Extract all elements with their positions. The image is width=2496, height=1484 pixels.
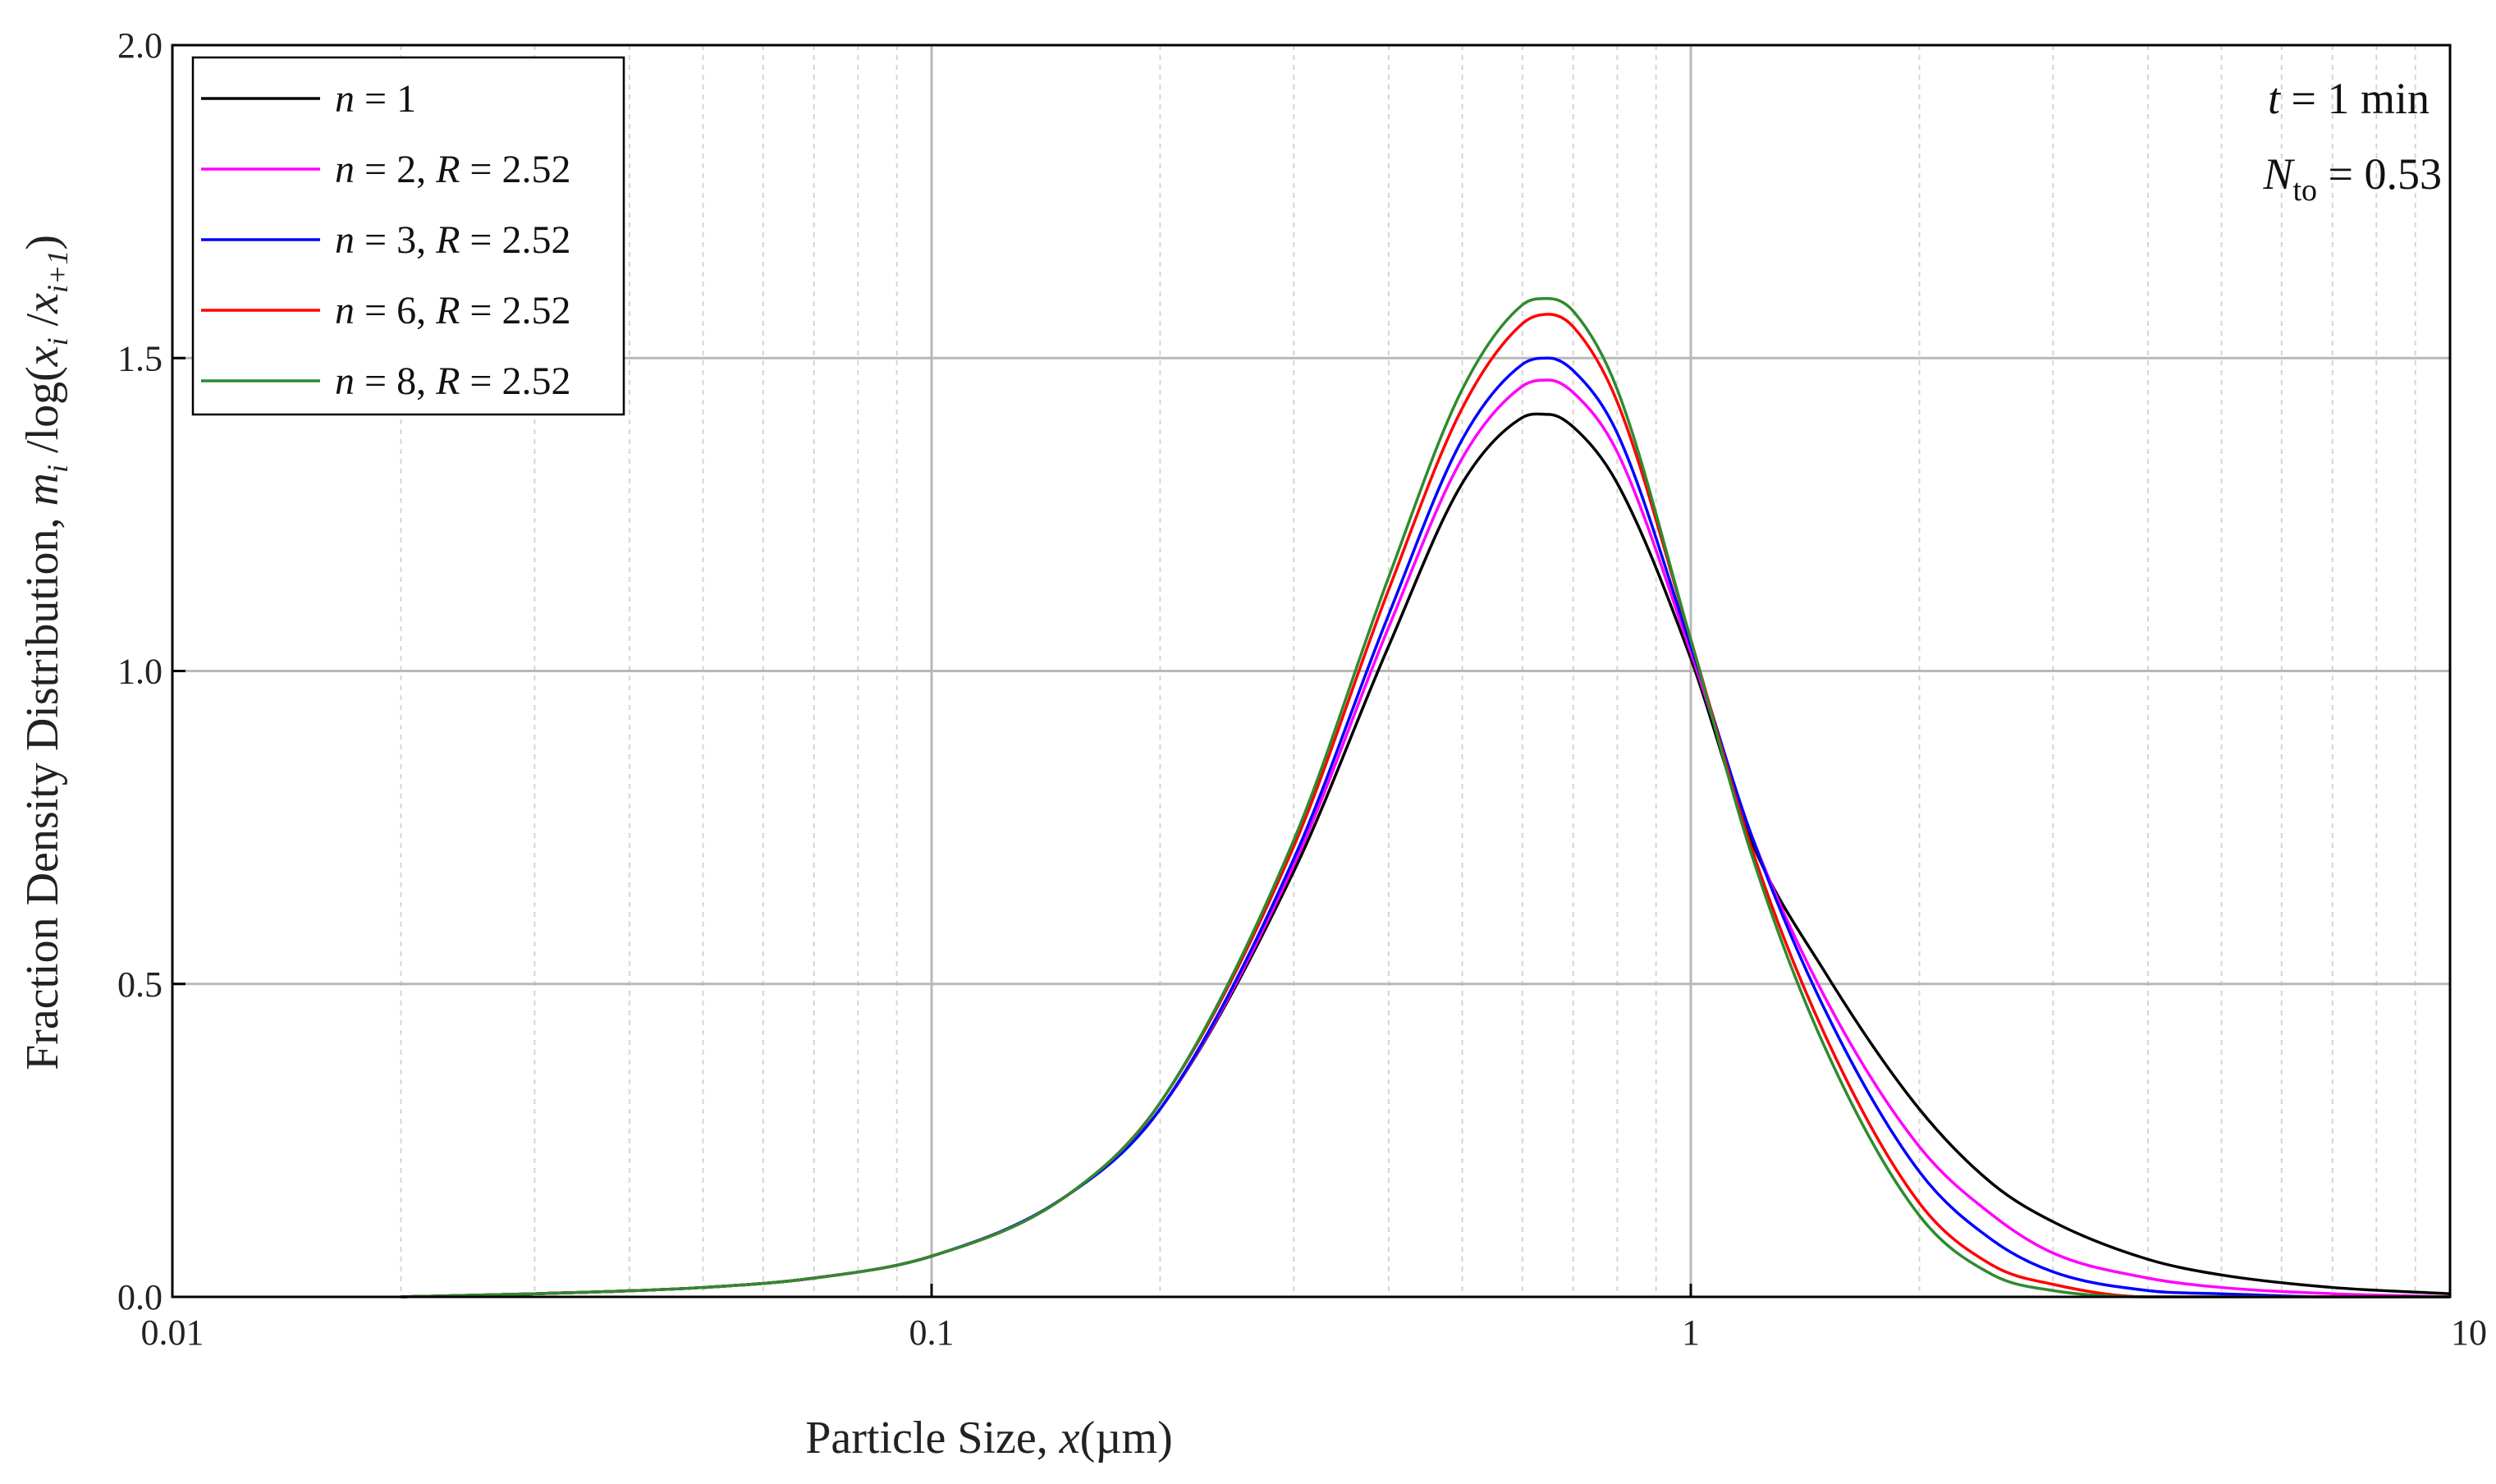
x-tick-labels: 0.01 0.1 1 10: [141, 1312, 2488, 1353]
x-tick-label: 0.01: [141, 1312, 204, 1353]
y-tick-label: 1.5: [117, 338, 163, 378]
y-tick-label: 2.0: [117, 25, 163, 66]
legend-label-3: n = 6, R = 2.52: [335, 289, 570, 332]
y-tick-labels: 0.0 0.5 1.0 1.5 2.0: [117, 25, 163, 1317]
y-tick-label: 1.0: [117, 652, 163, 692]
y-tick-label: 0.5: [117, 964, 163, 1005]
legend-label-4: n = 8, R = 2.52: [335, 360, 570, 403]
legend-box: [191, 56, 625, 416]
annotation-nto: Nto = 0.53: [2262, 149, 2442, 208]
y-axis-title: Fraction Density Distribution, mi /log(x…: [17, 235, 74, 1070]
y-tick-label: 0.0: [117, 1277, 163, 1317]
x-axis-title: Particle Size, x(µm): [805, 1413, 1172, 1463]
legend-label-1: n = 2, R = 2.52: [335, 148, 570, 191]
legend-label-2: n = 3, R = 2.52: [335, 218, 570, 262]
series-line-4: [401, 297, 2450, 1298]
legend: n = 1 n = 2, R = 2.52 n = 3, R = 2.52 n …: [191, 56, 625, 416]
annotation-time: t = 1 min: [2268, 74, 2430, 123]
x-tick-label: 10: [2451, 1312, 2487, 1353]
x-tick-label: 0.1: [909, 1312, 955, 1353]
x-tick-label: 1: [1682, 1312, 1700, 1353]
series-layer: [401, 297, 2451, 1298]
legend-label-0: n = 1: [335, 77, 416, 121]
axis-ticks: [171, 44, 2452, 1298]
